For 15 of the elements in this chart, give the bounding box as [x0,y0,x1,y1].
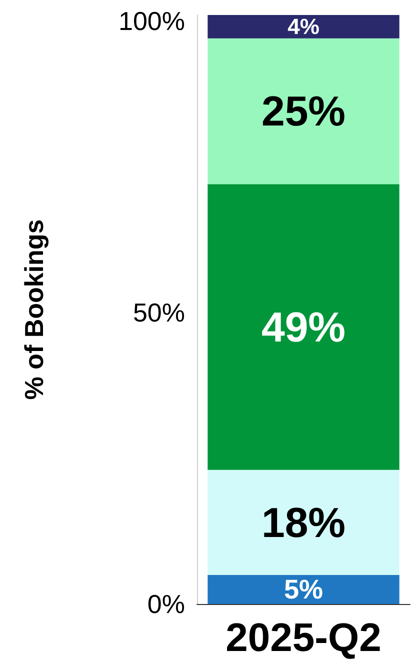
x-tick-label: 2025-Q2 [226,616,382,660]
bar [208,15,400,38]
bar [208,38,400,184]
data-label: 18% [261,498,346,546]
y-tick-label: 0% [147,589,185,619]
data-label: 5% [284,574,324,604]
data-label: 4% [288,14,320,40]
y-axis-title: % of Bookings [19,219,49,400]
data-label: 25% [261,88,346,135]
data-label: 49% [261,303,346,350]
y-tick-label: 50% [132,297,185,328]
y-tick-label: 100% [118,6,185,36]
bar [208,184,400,470]
bar [208,574,400,604]
bar [208,470,400,575]
